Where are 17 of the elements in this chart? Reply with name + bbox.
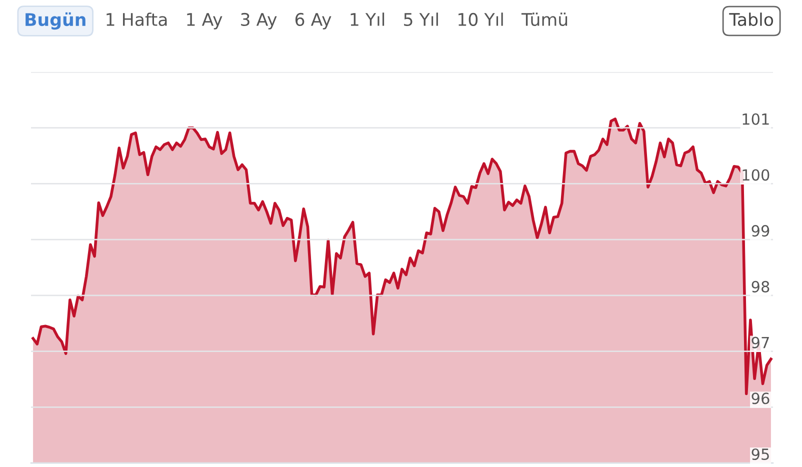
y-tick-label: 98 [752,280,770,292]
y-tick-label: 101 [742,113,769,125]
y-tick-label: 97 [752,336,769,348]
y-tick-label: 96 [752,392,770,404]
text: Bugün [26,12,86,30]
y-tick-label: 99 [752,225,770,237]
text: 10 Yıl [458,12,503,26]
text: Tümü [521,12,568,26]
y-tick-label: 100 [742,169,770,181]
text: 6 Ay [295,12,332,30]
text: Tablo [729,12,774,26]
text: 5 Yıl [404,12,438,26]
text: 3 Ay [241,12,277,30]
text: 1 Yıl [350,12,384,26]
text: 1 Hafta [106,12,167,26]
y-tick-label: 95 [752,448,769,460]
text: 1 Ay [187,13,222,30]
